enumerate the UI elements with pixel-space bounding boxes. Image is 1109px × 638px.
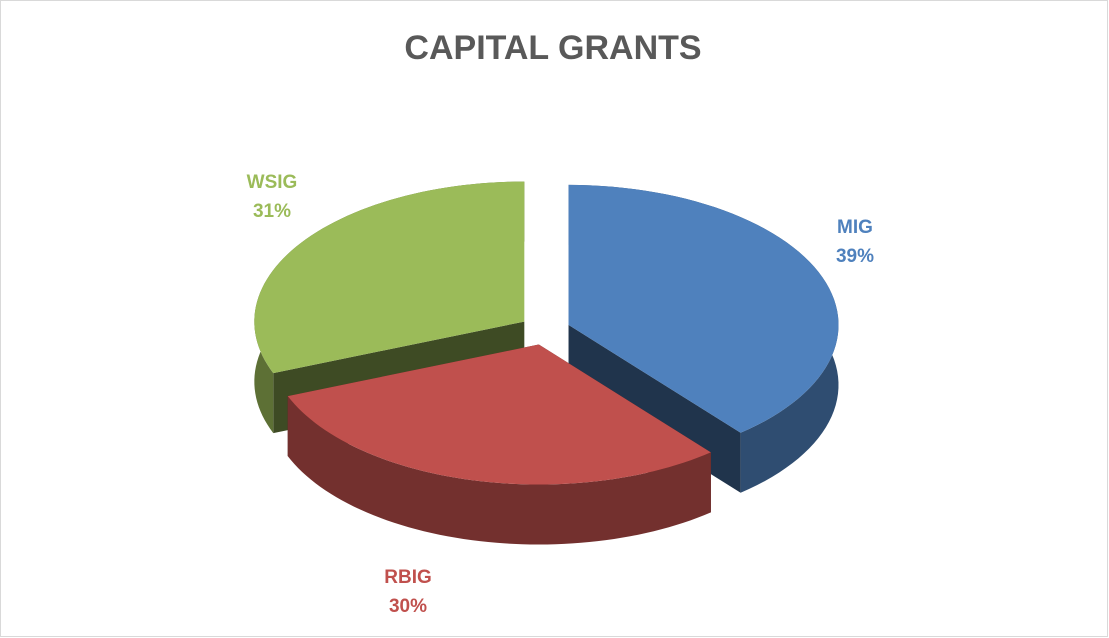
value-label: 31%	[253, 201, 291, 222]
slice	[287, 344, 711, 545]
category-label: MIG	[837, 217, 873, 238]
value-label: 39%	[836, 246, 874, 267]
slices	[254, 181, 839, 545]
slice-top	[254, 181, 525, 374]
labels: MIG 39% RBIG 30% WSIG 31%	[247, 172, 874, 617]
chart-title: CAPITAL GRANTS	[404, 29, 701, 67]
slice-top	[287, 344, 711, 485]
slice-wall	[287, 396, 711, 545]
value-label: 30%	[389, 596, 427, 617]
category-label: RBIG	[384, 567, 432, 588]
slice-top	[568, 184, 839, 433]
category-label: WSIG	[247, 172, 298, 193]
